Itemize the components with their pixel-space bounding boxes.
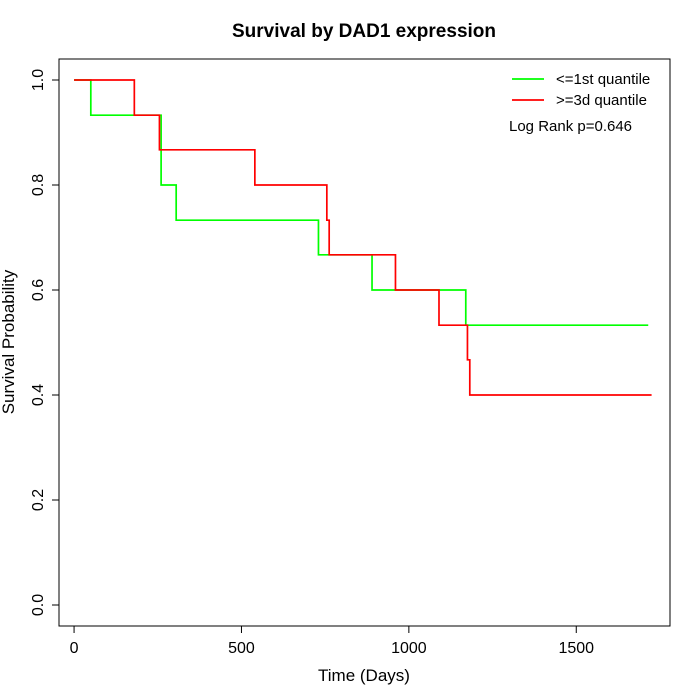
y-tick-label: 0.8 — [30, 174, 47, 196]
x-tick-label: 1500 — [558, 640, 594, 657]
x-axis-label: Time (Days) — [318, 666, 410, 685]
x-tick-label: 0 — [70, 640, 79, 657]
survival-curve-series-1 — [74, 79, 649, 327]
legend: <=1st quantile >=3d quantile — [512, 71, 650, 109]
y-tick-label: 1.0 — [30, 69, 47, 91]
legend-label: >=3d quantile — [556, 92, 647, 109]
survival-curve-series-2 — [74, 79, 652, 396]
x-axis: 0 500 1000 1500 — [70, 625, 594, 657]
plot-frame — [58, 58, 671, 627]
legend-label: <=1st quantile — [556, 71, 650, 88]
y-tick-label: 0.6 — [30, 279, 47, 301]
log-rank-annotation: Log Rank p=0.646 — [509, 118, 632, 135]
y-axis-label: Survival Probability — [0, 269, 18, 414]
x-tick-label: 500 — [228, 640, 255, 657]
y-tick-label: 0.4 — [30, 384, 47, 406]
y-axis: 0.0 0.2 0.4 0.6 0.8 1.0 — [30, 69, 60, 616]
x-tick-label: 1000 — [391, 640, 427, 657]
y-tick-label: 0.2 — [30, 489, 47, 511]
series-layer — [74, 79, 652, 396]
chart-title: Survival by DAD1 expression — [232, 21, 496, 42]
y-tick-label: 0.0 — [30, 594, 47, 616]
